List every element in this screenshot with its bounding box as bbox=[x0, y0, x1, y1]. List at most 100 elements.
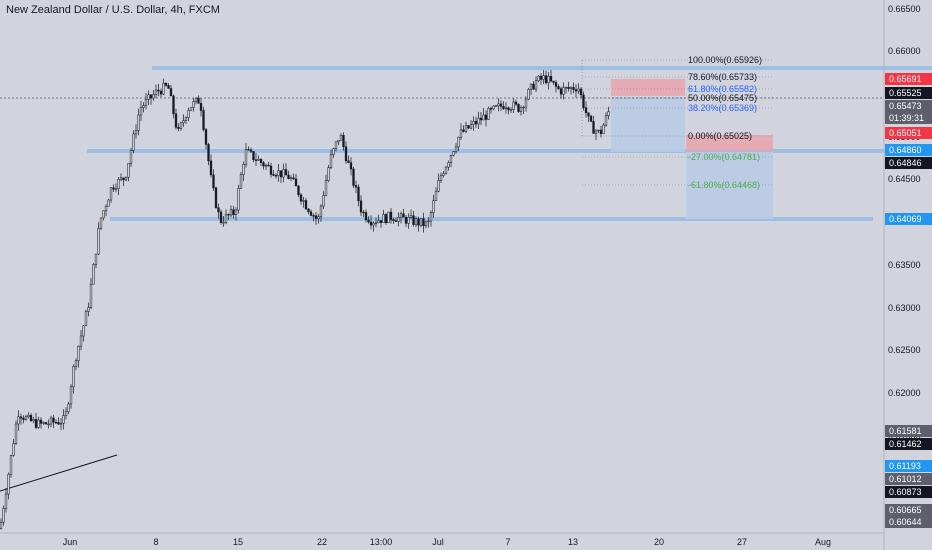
candle-body-159 bbox=[397, 216, 400, 222]
candle-body-181 bbox=[452, 151, 455, 156]
candle-body-14 bbox=[34, 419, 38, 428]
candle-body-238 bbox=[594, 130, 598, 134]
candle-body-112 bbox=[279, 170, 283, 178]
candle-body-166 bbox=[414, 218, 418, 225]
candle-body-195 bbox=[487, 108, 490, 120]
candle-body-88 bbox=[219, 211, 223, 223]
price-label-bg-13 bbox=[885, 504, 932, 516]
candle-body-153 bbox=[382, 214, 385, 223]
candle-body-30 bbox=[74, 360, 78, 367]
fib-label-7: -61.80%(0.64468) bbox=[688, 180, 760, 190]
candle-body-9 bbox=[22, 417, 25, 420]
candle-body-185 bbox=[462, 129, 465, 132]
candle-body-22 bbox=[54, 422, 58, 424]
price-label-9: 0.61462 bbox=[889, 439, 922, 449]
candle-body-179 bbox=[447, 162, 450, 168]
candle-body-175 bbox=[437, 180, 440, 192]
candle-body-237 bbox=[592, 121, 595, 134]
time-tick-label-7: 13 bbox=[568, 537, 578, 547]
candle-body-222 bbox=[554, 82, 558, 87]
candle-body-62 bbox=[154, 89, 158, 95]
candle-body-204 bbox=[509, 109, 513, 111]
candle-body-70 bbox=[174, 113, 178, 128]
candle-body-193 bbox=[482, 114, 485, 121]
chart-title: New Zealand Dollar / U.S. Dollar, 4h, FX… bbox=[6, 4, 220, 16]
candle-body-199 bbox=[497, 103, 500, 107]
horizontal-level-2 bbox=[110, 217, 873, 221]
price-label-bg-10 bbox=[885, 460, 932, 472]
candle-body-211 bbox=[527, 89, 530, 100]
candle-body-49 bbox=[122, 177, 125, 181]
candle-body-94 bbox=[234, 209, 238, 215]
candle-body-243 bbox=[607, 111, 610, 116]
candle-body-129 bbox=[322, 195, 325, 207]
price-tick-label-0: 0.66500 bbox=[888, 4, 921, 14]
candle-body-169 bbox=[422, 218, 425, 227]
candle-body-0 bbox=[0, 522, 3, 529]
price-label-7: 0.64069 bbox=[889, 214, 922, 224]
time-tick-label-10: Aug bbox=[815, 537, 831, 547]
price-tick-label-4: 0.64500 bbox=[888, 174, 921, 184]
price-label-bg-9 bbox=[885, 438, 932, 450]
candle-body-83 bbox=[207, 144, 210, 162]
candle-body-194 bbox=[484, 114, 488, 120]
candle-body-124 bbox=[309, 211, 313, 216]
candle-body-43 bbox=[107, 199, 110, 207]
candle-body-38 bbox=[94, 253, 98, 265]
candle-body-98 bbox=[244, 149, 248, 165]
candle-body-95 bbox=[237, 188, 240, 211]
candle-body-7 bbox=[17, 416, 20, 425]
price-label-bg-12 bbox=[885, 486, 932, 498]
candle-body-155 bbox=[387, 211, 390, 224]
candle-body-99 bbox=[247, 149, 250, 151]
candle-body-17 bbox=[42, 422, 45, 424]
candle-body-174 bbox=[434, 191, 438, 201]
candle-body-10 bbox=[24, 416, 28, 420]
candle-body-172 bbox=[429, 212, 433, 222]
candle-body-177 bbox=[442, 173, 445, 176]
candle-body-240 bbox=[599, 129, 603, 134]
price-label-5: 0.64860 bbox=[889, 145, 922, 155]
candle-body-127 bbox=[317, 216, 320, 219]
price-label-3: 01:39:31 bbox=[889, 113, 924, 123]
candle-body-64 bbox=[159, 90, 163, 95]
profit-zone-2 bbox=[686, 152, 773, 219]
candle-body-140 bbox=[349, 162, 353, 170]
candle-body-46 bbox=[114, 188, 118, 190]
price-label-bg-1 bbox=[885, 87, 932, 99]
candle-body-218 bbox=[544, 75, 548, 84]
candle-body-47 bbox=[117, 179, 120, 189]
candle-body-160 bbox=[399, 213, 403, 218]
candle-body-75 bbox=[187, 110, 190, 118]
candle-body-182 bbox=[454, 146, 458, 152]
candle-body-148 bbox=[369, 221, 373, 226]
candle-body-120 bbox=[299, 194, 303, 202]
candle-body-72 bbox=[179, 122, 183, 129]
candle-body-233 bbox=[582, 94, 585, 108]
candle-body-230 bbox=[574, 89, 578, 92]
candle-body-57 bbox=[142, 105, 145, 108]
candle-body-6 bbox=[14, 423, 18, 444]
candle-body-27 bbox=[67, 403, 70, 412]
candle-body-118 bbox=[294, 178, 298, 187]
candle-body-89 bbox=[222, 222, 225, 224]
candle-body-25 bbox=[62, 415, 65, 424]
candle-body-86 bbox=[214, 187, 218, 209]
candle-body-198 bbox=[494, 105, 498, 107]
candle-body-236 bbox=[589, 115, 593, 122]
candle-body-228 bbox=[569, 87, 573, 89]
candle-body-44 bbox=[109, 187, 113, 201]
candle-body-66 bbox=[164, 82, 168, 86]
candle-body-136 bbox=[339, 135, 343, 141]
price-label-0: 0.65691 bbox=[889, 74, 922, 84]
candle-body-16 bbox=[39, 419, 43, 424]
candle-body-105 bbox=[262, 162, 265, 167]
candle-body-108 bbox=[269, 165, 273, 175]
price-label-10: 0.61193 bbox=[889, 461, 921, 471]
candle-body-58 bbox=[144, 99, 148, 106]
candle-body-231 bbox=[577, 88, 580, 92]
candle-body-149 bbox=[372, 222, 375, 226]
candle-body-63 bbox=[157, 89, 160, 92]
candle-body-117 bbox=[292, 177, 295, 180]
